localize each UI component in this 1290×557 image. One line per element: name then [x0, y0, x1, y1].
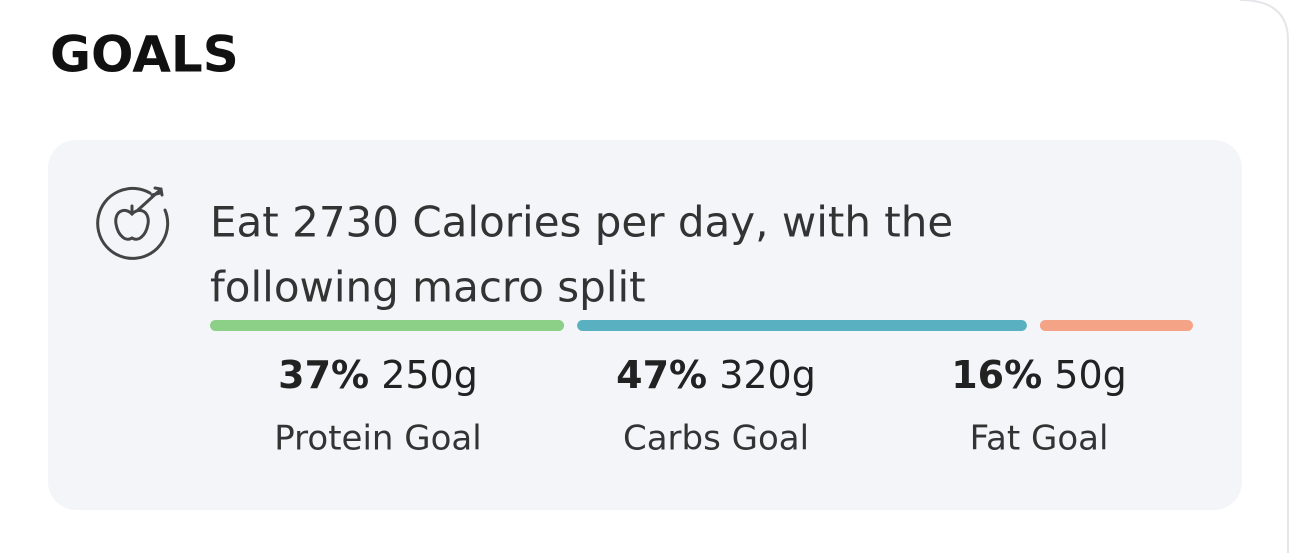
- macro-segment: [210, 320, 565, 331]
- macro-stats: 37% 250g Protein Goal 47% 320g Carbs Goal 16…: [274, 353, 1126, 459]
- macro-amount: 47% 320g: [616, 353, 816, 397]
- panel-edge: [1239, 0, 1289, 553]
- macro-grams: 320g: [719, 353, 816, 397]
- goal-icon: [96, 186, 170, 260]
- macro-name: Carbs Goal: [623, 419, 809, 459]
- goal-text: Eat 2730 Calories per day, with the: [210, 198, 953, 247]
- macro-percent: 47%: [616, 353, 707, 397]
- macro-bar: [210, 320, 1193, 331]
- macro-percent: 37%: [278, 353, 369, 397]
- macro-amount: 16% 50g: [951, 353, 1127, 397]
- section-title: GOALS: [50, 26, 239, 84]
- macro-segment: [577, 320, 1027, 331]
- macro-segment: [1039, 320, 1193, 331]
- macro-percent: 16%: [951, 353, 1042, 397]
- macro-amount: 37% 250g: [278, 353, 478, 397]
- macro-grams: 50g: [1054, 353, 1126, 397]
- macro-grams: 250g: [381, 353, 478, 397]
- macro-name: Fat Goal: [970, 419, 1109, 459]
- macro-name: Protein Goal: [274, 419, 481, 459]
- goal-text: following macro split: [210, 263, 646, 312]
